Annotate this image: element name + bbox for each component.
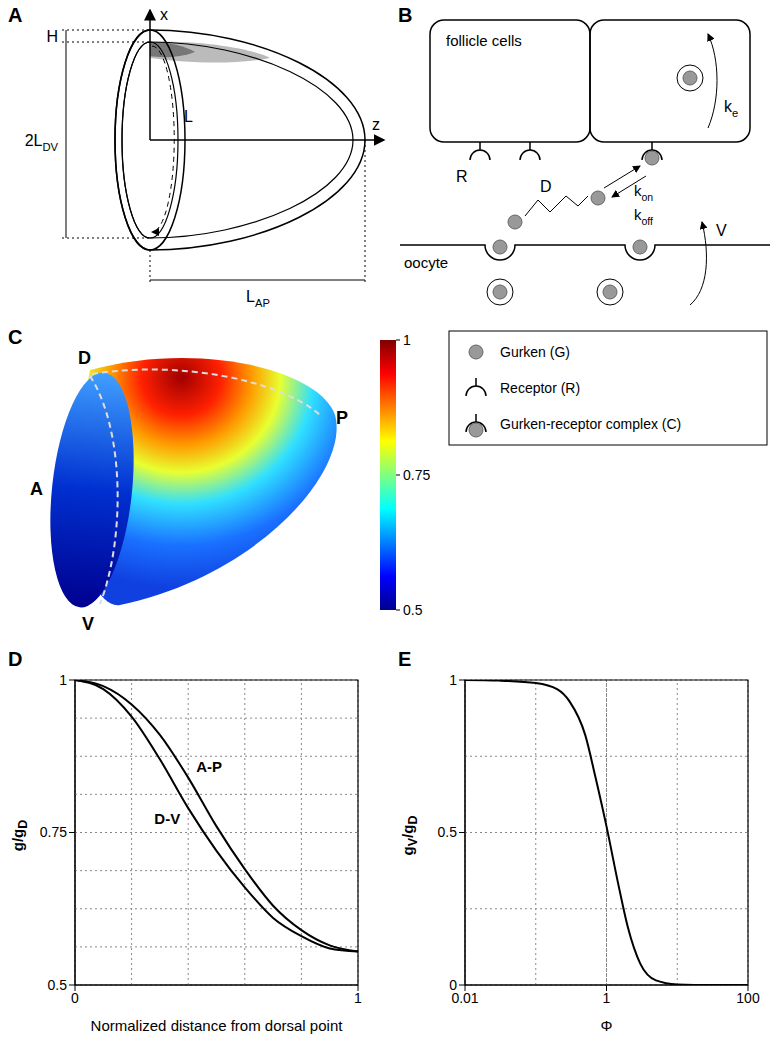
svg-text:2LDV: 2LDV bbox=[25, 132, 59, 153]
svg-text:0.75: 0.75 bbox=[403, 467, 430, 483]
svg-text:1: 1 bbox=[449, 672, 457, 688]
html-text:D: D bbox=[405, 815, 420, 825]
svg-text:P: P bbox=[336, 408, 348, 428]
svg-text:L: L bbox=[184, 108, 193, 125]
svg-text:1: 1 bbox=[603, 990, 611, 1006]
svg-text:D: D bbox=[78, 348, 91, 368]
html-text:V: V bbox=[405, 837, 420, 846]
svg-text:Normalized distance from dorsa: Normalized distance from dorsal point bbox=[91, 1017, 344, 1034]
svg-text:A: A bbox=[30, 479, 43, 499]
svg-text:A-P: A-P bbox=[196, 758, 222, 775]
svg-text:0: 0 bbox=[449, 977, 457, 993]
svg-text:1: 1 bbox=[59, 672, 67, 688]
svg-text:D-V: D-V bbox=[154, 810, 180, 827]
svg-text:Φ: Φ bbox=[601, 1017, 613, 1034]
svg-text:oocyte: oocyte bbox=[404, 254, 448, 271]
html-text:g: g bbox=[398, 845, 416, 855]
svg-text:kon: kon bbox=[634, 182, 653, 203]
svg-text:Receptor (R): Receptor (R) bbox=[500, 380, 580, 396]
svg-text:z: z bbox=[372, 116, 380, 133]
svg-text:0: 0 bbox=[71, 990, 79, 1006]
svg-text:Gurken-receptor complex (C): Gurken-receptor complex (C) bbox=[500, 416, 681, 432]
html-text:/g: /g bbox=[398, 824, 416, 838]
svg-text:0.01: 0.01 bbox=[451, 989, 479, 1006]
html-text:A: A bbox=[8, 4, 23, 26]
svg-text:x: x bbox=[160, 6, 168, 23]
svg-text:1: 1 bbox=[354, 990, 362, 1006]
svg-text:100: 100 bbox=[736, 990, 760, 1006]
html-text:E: E bbox=[398, 648, 412, 670]
svg-text:V: V bbox=[716, 222, 727, 239]
svg-text:0.5: 0.5 bbox=[403, 602, 423, 618]
svg-text:Gurken (G): Gurken (G) bbox=[500, 344, 570, 360]
svg-text:koff: koff bbox=[634, 206, 653, 227]
svg-text:0.5: 0.5 bbox=[438, 824, 458, 840]
svg-text:R: R bbox=[456, 168, 468, 185]
svg-text:H: H bbox=[46, 28, 58, 45]
svg-text:follicle cells: follicle cells bbox=[446, 32, 522, 49]
html-text:g/g: g/g bbox=[8, 828, 26, 851]
svg-text:ke: ke bbox=[724, 98, 738, 119]
html-text:C: C bbox=[8, 326, 23, 348]
svg-text:V: V bbox=[82, 614, 94, 634]
html-text:D: D bbox=[15, 819, 30, 829]
html-text:B: B bbox=[398, 4, 413, 26]
html-text:D: D bbox=[8, 648, 23, 670]
svg-text:0.5: 0.5 bbox=[48, 977, 68, 993]
svg-text:0.75: 0.75 bbox=[40, 824, 67, 840]
svg-text:1: 1 bbox=[403, 332, 411, 348]
svg-text:D: D bbox=[540, 178, 552, 195]
svg-text:LAP: LAP bbox=[246, 288, 270, 309]
